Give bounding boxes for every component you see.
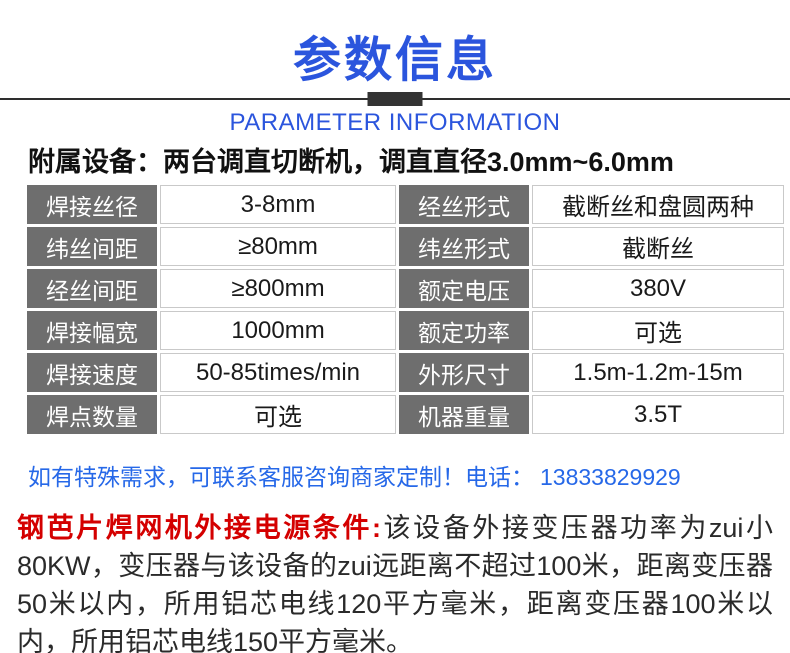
table-row: 焊接丝径 3-8mm 经丝形式 截断丝和盘圆两种 xyxy=(27,185,784,224)
param-value: 1.5m-1.2m-15m xyxy=(532,353,784,392)
table-row: 焊点数量 可选 机器重量 3.5T xyxy=(27,395,784,434)
param-label: 焊接丝径 xyxy=(27,185,157,224)
table-row: 纬丝间距 ≥80mm 纬丝形式 截断丝 xyxy=(27,227,784,266)
param-label: 焊接速度 xyxy=(27,353,157,392)
parameters-table: 焊接丝径 3-8mm 经丝形式 截断丝和盘圆两种 纬丝间距 ≥80mm 纬丝形式… xyxy=(24,182,787,437)
page-title: 参数信息 xyxy=(292,34,497,87)
param-label: 额定电压 xyxy=(399,269,529,308)
param-value: 3-8mm xyxy=(160,185,396,224)
param-label: 外形尺寸 xyxy=(399,353,529,392)
power-supply-note: 钢芭片焊网机外接电源条件:该设备外接变压器功率为zui小80KW，变压器与该设备… xyxy=(17,509,773,653)
param-label: 额定功率 xyxy=(399,311,529,350)
param-value: ≥800mm xyxy=(160,269,396,308)
param-value: ≥80mm xyxy=(160,227,396,266)
param-label: 机器重量 xyxy=(399,395,529,434)
contact-text: 如有特殊需求，可联系客服咨询商家定制！电话： xyxy=(28,464,534,490)
param-value: 截断丝和盘圆两种 xyxy=(532,185,784,224)
header-center-block xyxy=(367,92,423,106)
param-label: 纬丝间距 xyxy=(27,227,157,266)
param-value: 380V xyxy=(532,269,784,308)
param-label: 焊接幅宽 xyxy=(27,311,157,350)
param-value: 50-85times/min xyxy=(160,353,396,392)
table-row: 焊接幅宽 1000mm 额定功率 可选 xyxy=(27,311,784,350)
param-label: 焊点数量 xyxy=(27,395,157,434)
table-row: 经丝间距 ≥800mm 额定电压 380V xyxy=(27,269,784,308)
custom-service-contact-line: 如有特殊需求，可联系客服咨询商家定制！电话： 13833829929 xyxy=(28,462,790,492)
param-value: 3.5T xyxy=(532,395,784,434)
header-divider-line xyxy=(0,92,790,106)
contact-phone-number: 13833829929 xyxy=(540,464,681,490)
power-note-text: 该设备外接变压器功率为zui小80KW，变压器与该设备的zui远距离不超过100… xyxy=(17,513,773,653)
param-value: 1000mm xyxy=(160,311,396,350)
power-note-label: 钢芭片焊网机外接电源条件: xyxy=(17,513,381,543)
param-value: 截断丝 xyxy=(532,227,784,266)
page-subtitle: PARAMETER INFORMATION xyxy=(229,109,561,136)
param-label: 经丝间距 xyxy=(27,269,157,308)
table-row: 焊接速度 50-85times/min 外形尺寸 1.5m-1.2m-15m xyxy=(27,353,784,392)
param-label: 纬丝形式 xyxy=(399,227,529,266)
param-value: 可选 xyxy=(160,395,396,434)
param-label: 经丝形式 xyxy=(399,185,529,224)
accessory-equipment-line: 附属设备：两台调直切断机，调直直径3.0mm~6.0mm xyxy=(28,147,674,177)
param-value: 可选 xyxy=(532,311,784,350)
